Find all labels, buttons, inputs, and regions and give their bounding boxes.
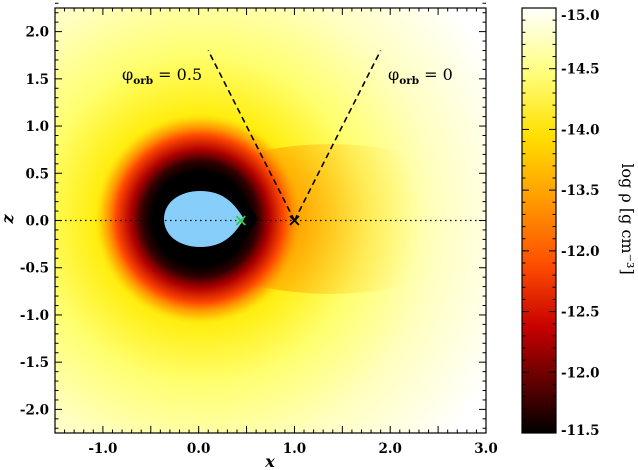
companion-marker (289, 215, 300, 226)
x-axis-title: x (264, 452, 275, 470)
donor-star (164, 191, 244, 247)
colorbar-tick-label: -13.5 (561, 183, 599, 199)
L1-marker (235, 215, 246, 226)
y-axis-title: z (0, 214, 17, 225)
x-axis-ticks: -1.0 0.0 1.0 2.0 3.0 (54, 8, 498, 457)
y-tick-label: 2.0 (26, 25, 50, 41)
phase-label-0.5: φorb = 0.5 (122, 65, 202, 87)
y-tick-label: -1.0 (20, 308, 49, 324)
sight-lines (207, 50, 382, 221)
phase-label-0: φorb = 0 (388, 65, 453, 87)
y-tick-label: -1.5 (20, 355, 49, 371)
y-axis-ticks: -2.0 -1.5 -1.0 -0.5 0.0 0.5 1.0 1.5 2.0 (20, 2, 486, 429)
x-tick-label: 3.0 (474, 441, 498, 457)
colorbar-tick-label: -15.0 (561, 8, 599, 24)
colorbar-label: log ρ [g cm⁻³] (618, 163, 637, 274)
y-tick-label: 1.0 (26, 119, 50, 135)
colorbar-tick-label: -11.5 (561, 423, 599, 439)
x-tick-label: -1.0 (88, 441, 117, 457)
x-tick-label: 1.0 (283, 441, 307, 457)
markers (235, 215, 300, 226)
companion-marker-stroke-b (289, 215, 300, 226)
y-tick-label: 0.0 (26, 214, 50, 230)
sight-line-0 (207, 50, 296, 221)
x-tick-label: 2.0 (378, 441, 402, 457)
colorbar-tick-label: -12.0 (561, 365, 599, 381)
y-tick-label: 1.5 (26, 72, 50, 88)
y-tick-label: 0.5 (26, 166, 50, 182)
colorbar-tick-label: -12.5 (561, 305, 599, 321)
y-tick-label: -2.0 (20, 402, 49, 418)
colorbar-tick-label: -12.0 (561, 244, 599, 260)
colorbar-ticks: -15.0 -14.5 -14.0 -13.5 -12.0 -12.5 -12.0 -11.5 (522, 7, 599, 439)
density-map (55, 8, 486, 433)
colorbar-tick-label: -14.5 (561, 62, 599, 78)
colorbar-tick-label: -14.0 (561, 122, 599, 138)
sight-line-1 (293, 50, 382, 221)
x-tick-label: 0.0 (187, 441, 211, 457)
colorbar (522, 8, 556, 433)
y-tick-label: -0.5 (20, 261, 49, 277)
L1-marker-stroke-b (235, 215, 246, 226)
colorbar-frame (521, 7, 557, 434)
